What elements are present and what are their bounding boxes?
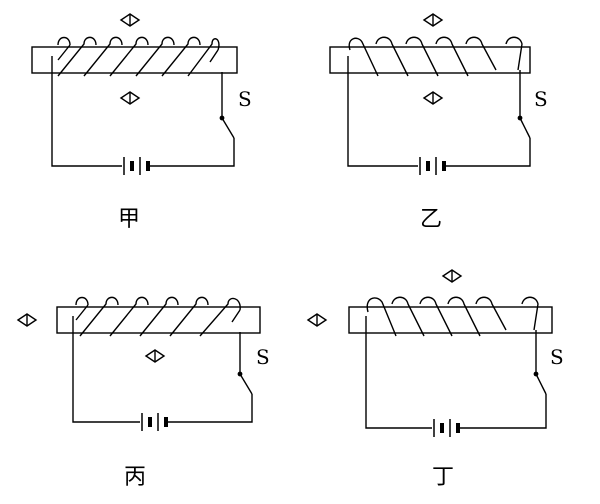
- switch-label: S: [534, 87, 548, 111]
- panel-ding: S 丁: [308, 270, 564, 490]
- panel-bing: S 丙: [18, 297, 270, 490]
- coil: [76, 297, 240, 336]
- battery: [434, 419, 458, 437]
- compass-needle-left: [18, 314, 36, 326]
- panel-caption: 丙: [124, 465, 146, 490]
- coil: [58, 37, 219, 76]
- panel-caption: 甲: [118, 207, 140, 232]
- compass-needle-top: [443, 270, 461, 282]
- coil: [367, 297, 538, 336]
- compass-needle-inside: [121, 92, 139, 104]
- battery: [124, 157, 148, 175]
- switch-s: [534, 372, 546, 394]
- switch-label: S: [256, 345, 270, 369]
- switch-s: [518, 116, 530, 138]
- circuit-wire: [73, 316, 252, 422]
- compass-needle-inside: [146, 350, 164, 362]
- iron-core: [57, 307, 260, 333]
- switch-label: S: [238, 87, 252, 111]
- iron-core: [349, 307, 552, 333]
- panel-yi: S 乙: [330, 14, 548, 232]
- switch-s: [220, 116, 234, 138]
- compass-needle-top: [424, 14, 442, 26]
- switch-label: S: [550, 345, 564, 369]
- switch-s: [238, 372, 252, 394]
- battery: [142, 413, 166, 431]
- panel-caption: 丁: [432, 465, 454, 490]
- compass-needle-left: [308, 314, 326, 326]
- panel-caption: 乙: [420, 207, 442, 232]
- battery: [420, 157, 444, 175]
- coil: [349, 37, 522, 76]
- compass-needle-inside: [424, 92, 442, 104]
- compass-needle-top: [121, 14, 139, 26]
- panel-jia: S 甲: [32, 14, 252, 232]
